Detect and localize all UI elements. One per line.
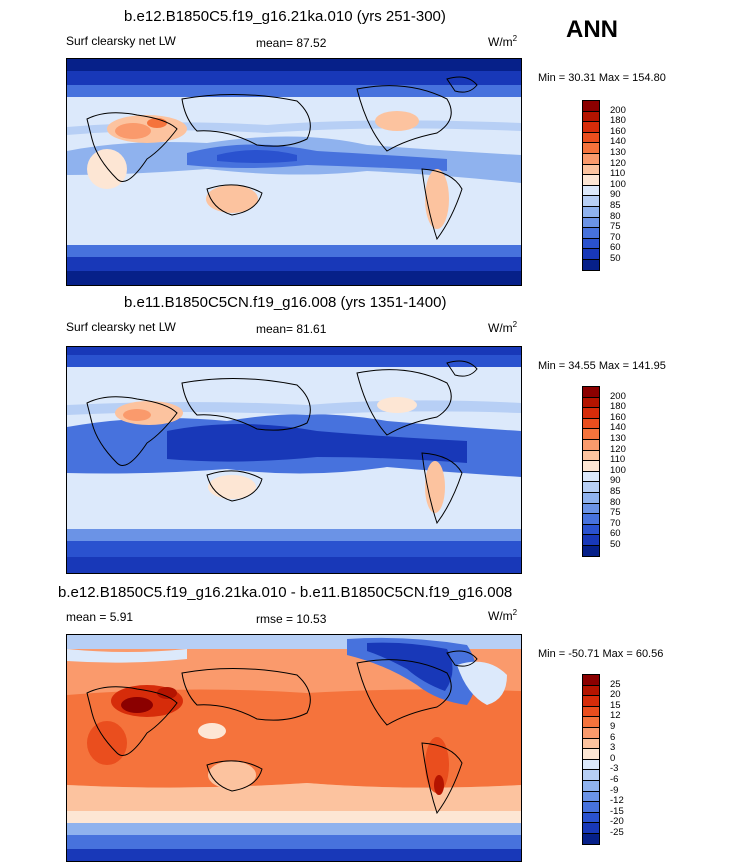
colorbar-label: 20 xyxy=(610,689,621,701)
colorbar-label: -3 xyxy=(610,763,619,775)
panel-1-minmax: Min = 30.31 Max = 154.80 xyxy=(538,72,666,84)
colorbar-swatch xyxy=(582,833,600,845)
panel-2-units: W/m2 xyxy=(488,320,518,335)
colorbar-swatch xyxy=(582,545,600,557)
colorbar-label: 180 xyxy=(610,401,626,413)
colorbar-label: 130 xyxy=(610,433,626,444)
colorbar-label: 6 xyxy=(610,731,616,743)
colorbar-label: 100 xyxy=(610,464,626,476)
panel-3-minmax: Min = -50.71 Max = 60.56 xyxy=(538,648,664,660)
colorbar-label: 80 xyxy=(610,496,621,508)
colorbar-label: 160 xyxy=(610,411,626,423)
colorbar-label: 110 xyxy=(610,454,626,466)
panel-1-colorbar: 200 180 160 140 130 120 110 100 90 85 80 75 70 60 50 xyxy=(582,100,702,276)
colorbar-label: 60 xyxy=(610,528,621,540)
panel-1-mean: mean= 87.52 xyxy=(256,36,327,50)
panel-3-map-plot xyxy=(67,635,521,861)
colorbar-label: 85 xyxy=(610,486,621,497)
colorbar-label: -9 xyxy=(610,784,619,796)
colorbar-label: -15 xyxy=(610,805,624,817)
panel-2-map xyxy=(66,346,522,574)
colorbar-label: 130 xyxy=(610,147,626,158)
panel-3-rmse: rmse = 10.53 xyxy=(256,612,327,626)
colorbar-label: 90 xyxy=(610,189,621,201)
panel-2-colorbar: 200 180 160 140 130 120 110 100 90 85 80 75 70 60 50 xyxy=(582,386,702,562)
colorbar-label: 50 xyxy=(610,253,621,264)
colorbar-label: 70 xyxy=(610,517,621,529)
panel-3-mean: mean = 5.91 xyxy=(66,610,134,624)
panel-1-units: W/m2 xyxy=(488,34,518,49)
colorbar-label: 80 xyxy=(610,210,621,222)
colorbar-label: 15 xyxy=(610,699,621,711)
colorbar-label: 25 xyxy=(610,678,621,690)
colorbar-label: 160 xyxy=(610,125,626,137)
colorbar-label: -12 xyxy=(610,795,624,807)
panel-3-colorbar: 25 20 15 12 9 6 3 0 -3 -6 -9 -12 -15 -20 -25 xyxy=(582,674,702,850)
panel-2-mean: mean= 81.61 xyxy=(256,322,327,336)
colorbar-label: 85 xyxy=(610,200,621,211)
season-label: ANN xyxy=(566,16,618,43)
panel-1-map xyxy=(66,58,522,286)
panel-3-map xyxy=(66,634,522,862)
colorbar-label: 110 xyxy=(610,168,626,180)
colorbar-label: 70 xyxy=(610,231,621,243)
panel-1-title: b.e12.B1850C5.f19_g16.21ka.010 (yrs 251-… xyxy=(124,8,446,25)
colorbar-label: 90 xyxy=(610,475,621,487)
colorbar-label: -6 xyxy=(610,774,619,785)
colorbar-label: 75 xyxy=(610,221,621,233)
colorbar-label: 200 xyxy=(610,390,626,402)
colorbar-label: 50 xyxy=(610,539,621,550)
colorbar-label: 60 xyxy=(610,242,621,254)
colorbar-label: 9 xyxy=(610,721,616,732)
colorbar-label: -20 xyxy=(610,816,624,828)
panel-2-map-plot xyxy=(67,347,521,573)
panel-3-title: b.e12.B1850C5.f19_g16.21ka.010 - b.e11.B… xyxy=(58,584,513,601)
colorbar-label: 75 xyxy=(610,507,621,519)
colorbar-label: 3 xyxy=(610,742,616,754)
panel-2-variable-label: Surf clearsky net LW xyxy=(66,320,176,334)
colorbar-label: 12 xyxy=(610,710,621,722)
colorbar-label: 140 xyxy=(610,422,626,434)
colorbar-label: -25 xyxy=(610,827,624,838)
colorbar-label: 200 xyxy=(610,104,626,116)
colorbar-label: 100 xyxy=(610,178,626,190)
colorbar-label: 0 xyxy=(610,752,616,764)
panel-2-minmax: Min = 34.55 Max = 141.95 xyxy=(538,360,666,372)
panel-3-units: W/m2 xyxy=(488,608,518,623)
panel-1-map-plot xyxy=(67,59,521,285)
colorbar-label: 120 xyxy=(610,443,626,455)
colorbar-label: 140 xyxy=(610,136,626,148)
panel-1-variable-label: Surf clearsky net LW xyxy=(66,34,176,48)
panel-2-title: b.e11.B1850C5CN.f19_g16.008 (yrs 1351-14… xyxy=(124,294,447,311)
colorbar-swatch xyxy=(582,259,600,271)
colorbar-label: 120 xyxy=(610,157,626,169)
colorbar-label: 180 xyxy=(610,115,626,127)
